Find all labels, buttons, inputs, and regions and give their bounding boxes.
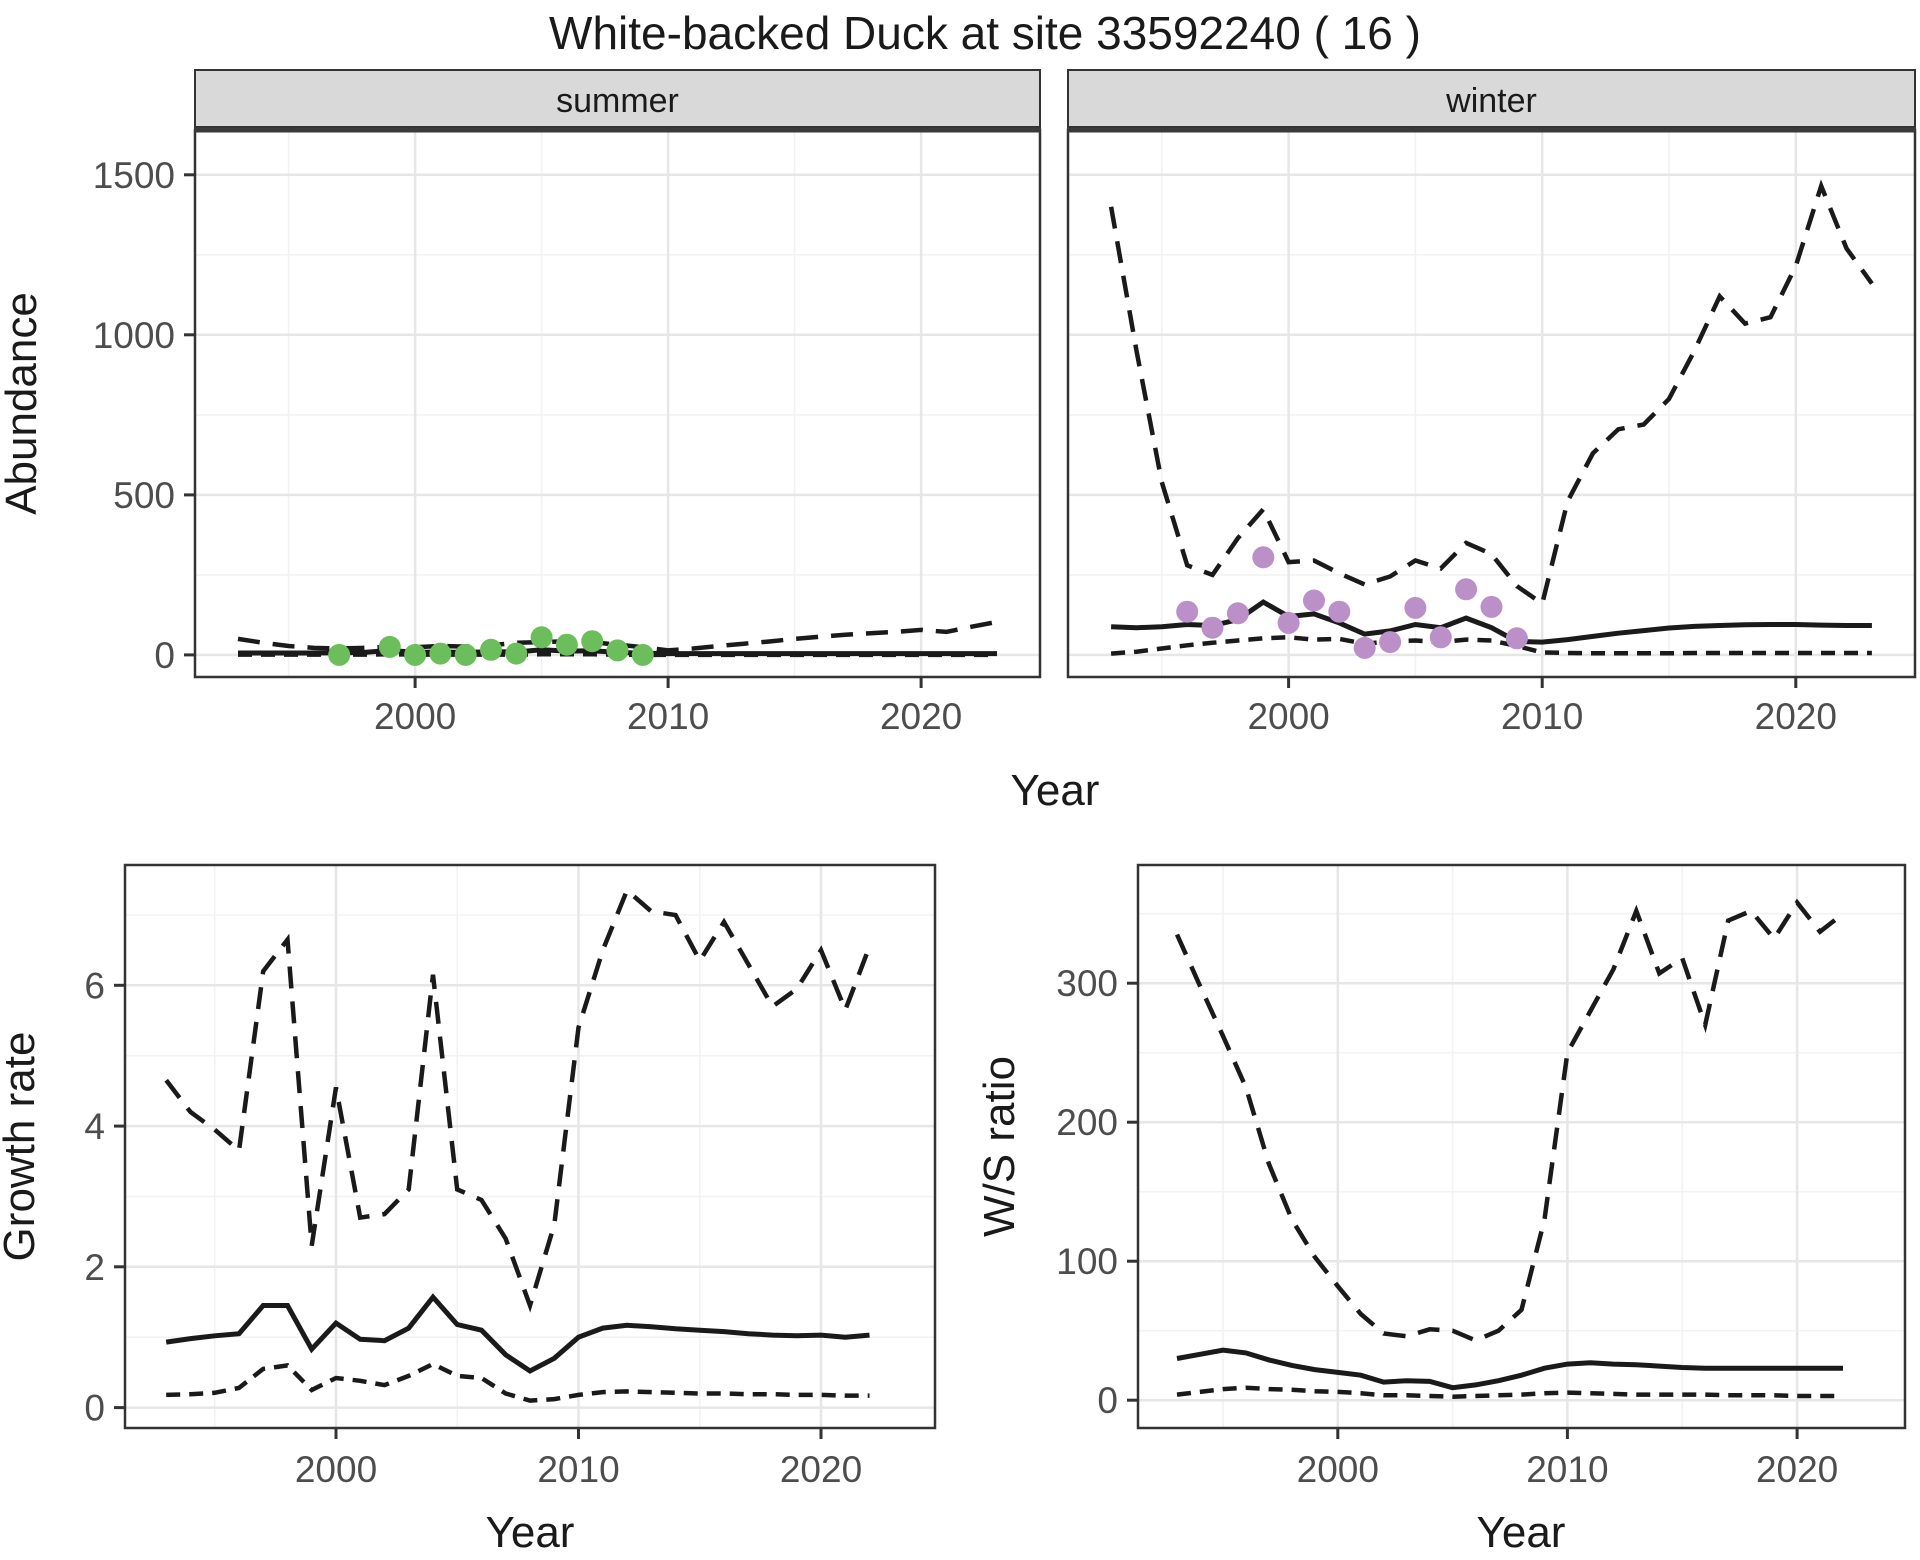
data-point-abundance_winter — [1429, 626, 1452, 649]
y-tick-label: 0 — [154, 635, 175, 676]
data-point-abundance_summer — [378, 635, 401, 658]
x-tick-label: 2010 — [537, 1449, 619, 1490]
x-tick-label: 2020 — [780, 1449, 862, 1490]
data-point-abundance_winter — [1328, 600, 1351, 623]
data-point-abundance_summer — [530, 626, 553, 649]
y-tick-label: 2 — [84, 1247, 105, 1288]
x-tick-label: 2010 — [627, 696, 709, 737]
data-point-abundance_winter — [1353, 636, 1376, 659]
abundance_summer-upper_95-line — [237, 619, 998, 653]
y-tick-label: 4 — [84, 1106, 105, 1147]
y-tick-label: 1000 — [93, 315, 175, 356]
x-tick-label: 2000 — [295, 1449, 377, 1490]
y-tick-label: 0 — [1097, 1380, 1118, 1421]
y-axis-title-growth_rate: Growth rate — [0, 1032, 44, 1262]
data-point-abundance_summer — [555, 633, 578, 656]
x-tick-label: 2020 — [1756, 1449, 1838, 1490]
data-point-abundance_winter — [1277, 611, 1300, 634]
x-tick-label: 2010 — [1526, 1449, 1608, 1490]
x-axis-title-ws_ratio: Year — [1477, 1508, 1566, 1557]
ws_ratio-median-line — [1176, 1347, 1843, 1391]
data-point-abundance_summer — [404, 643, 427, 666]
y-tick-label: 6 — [84, 965, 105, 1006]
ws_ratio-lower_95-line — [1176, 1385, 1843, 1399]
data-point-abundance_winter — [1404, 596, 1427, 619]
data-point-abundance_summer — [429, 642, 452, 665]
y-axis-title-ws_ratio: W/S ratio — [975, 1056, 1024, 1237]
data-point-abundance_summer — [328, 643, 351, 666]
data-point-abundance_summer — [480, 638, 502, 661]
data-point-abundance_summer — [454, 643, 477, 666]
data-point-abundance_winter — [1226, 602, 1249, 625]
data-point-abundance_winter — [1480, 595, 1503, 618]
data-point-abundance_summer — [581, 630, 604, 653]
data-point-abundance_winter — [1379, 631, 1402, 654]
abundance_winter-lower_95-line — [1110, 635, 1872, 656]
y-tick-label: 300 — [1056, 963, 1118, 1004]
y-tick-label: 100 — [1056, 1241, 1118, 1282]
y-tick-label: 1500 — [93, 155, 175, 196]
data-point-abundance_winter — [1252, 546, 1275, 569]
panel-ws_ratio — [1138, 865, 1905, 1428]
abundance_winter-upper_95-line — [1108, 179, 1874, 608]
facet-strip-summer — [194, 69, 1041, 128]
panel-border — [123, 863, 937, 1430]
facet-strip-label: winter — [1445, 82, 1537, 120]
data-point-abundance_summer — [505, 642, 528, 665]
panel-abundance_winter — [1068, 130, 1915, 677]
data-point-abundance_winter — [1505, 627, 1528, 650]
x-tick-label: 2000 — [1247, 696, 1329, 737]
growth_rate-upper_95-line — [164, 886, 872, 1313]
x-tick-label: 2010 — [1501, 696, 1583, 737]
data-point-abundance_winter — [1176, 600, 1199, 623]
data-point-abundance_summer — [631, 643, 654, 666]
y-axis-title-abundance_summer: Abundance — [0, 292, 46, 515]
x-tick-label: 2000 — [1297, 1449, 1379, 1490]
y-tick-label: 200 — [1056, 1102, 1118, 1143]
data-point-abundance_winter — [1201, 616, 1224, 639]
data-point-abundance_summer — [606, 639, 629, 662]
growth_rate-lower_95-line — [166, 1361, 870, 1403]
figure-title: White-backed Duck at site 33592240 ( 16 … — [549, 7, 1421, 59]
x-axis-title-abundance_summer: Year — [1011, 766, 1100, 815]
x-tick-label: 2020 — [880, 696, 962, 737]
panel-growth_rate — [125, 865, 935, 1428]
panel-border — [1136, 863, 1907, 1430]
x-tick-label: 2000 — [374, 696, 456, 737]
growth_rate-median-line — [165, 1293, 870, 1374]
x-axis-title-growth_rate: Year — [486, 1508, 575, 1557]
y-tick-label: 500 — [113, 475, 175, 516]
ws_ratio-upper_95-line — [1174, 898, 1845, 1343]
y-tick-label: 0 — [84, 1388, 105, 1429]
facet-strip-label: summer — [556, 82, 679, 120]
x-tick-label: 2020 — [1755, 696, 1837, 737]
panel-abundance_summer — [195, 130, 1040, 677]
data-point-abundance_winter — [1455, 578, 1478, 601]
facet-strip-winter — [1067, 69, 1916, 128]
data-point-abundance_winter — [1303, 589, 1325, 612]
